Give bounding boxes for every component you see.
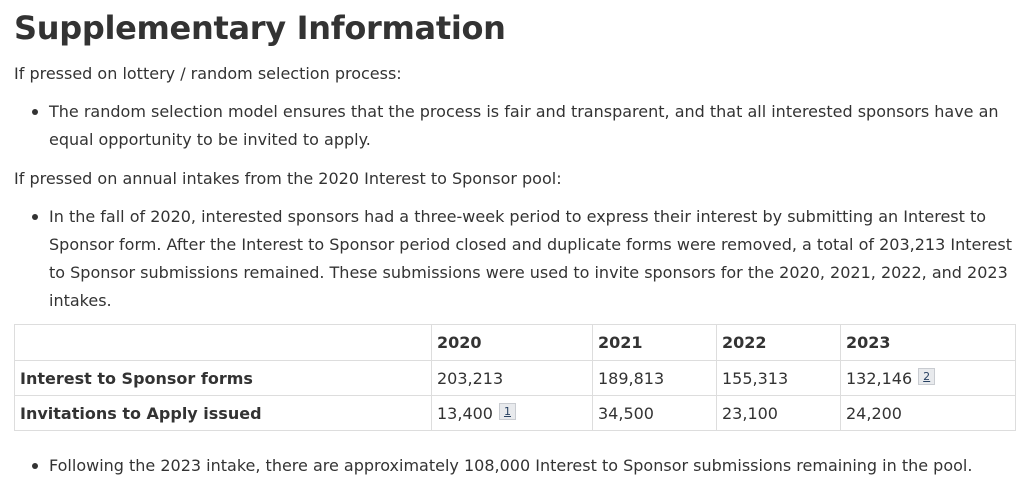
table-cell: 13,400 1 [431, 395, 593, 431]
cell-value: 203,213 [437, 368, 504, 388]
column-header-2020: 2020 [431, 324, 593, 361]
table-cell: 189,813 [592, 360, 717, 396]
table-cell: 24,200 [840, 395, 1016, 431]
table-cell: 155,313 [716, 360, 841, 396]
table-cell: 23,100 [716, 395, 841, 431]
table-cell: 34,500 [592, 395, 717, 431]
table-cell: 203,213 [431, 360, 593, 396]
list-item: In the fall of 2020, interested sponsors… [30, 203, 1015, 315]
column-header-2022: 2022 [716, 324, 841, 361]
cell-value: 132,146 [846, 369, 913, 388]
cell-value: 189,813 [598, 368, 665, 388]
row-header: Interest to Sponsor forms [14, 360, 432, 396]
column-header-2023: 2023 [840, 324, 1016, 361]
list-item: Following the 2023 intake, there are app… [30, 452, 1015, 480]
cell-value: 155,313 [722, 368, 789, 388]
section1-intro: If pressed on lottery / random selection… [14, 64, 402, 83]
cell-value: 24,200 [846, 403, 902, 423]
cell-value: 23,100 [722, 403, 778, 423]
table-row: Invitations to Apply issued 13,400 1 34,5… [14, 395, 1016, 431]
cell-value: 13,400 [437, 404, 493, 423]
footnote-link[interactable]: 2 [918, 368, 936, 385]
list-item: The random selection model ensures that … [30, 98, 1015, 154]
section2-list: In the fall of 2020, interested sponsors… [30, 203, 1015, 315]
page-title: Supplementary Information [14, 9, 506, 47]
intake-table: 2020 2021 2022 2023 Interest to Sponsor … [14, 324, 1016, 431]
section3-list: Following the 2023 intake, there are app… [30, 452, 1015, 480]
table-row: Interest to Sponsor forms 203,213 189,81… [14, 360, 1016, 396]
section1-list: The random selection model ensures that … [30, 98, 1015, 154]
section2-intro: If pressed on annual intakes from the 20… [14, 169, 562, 188]
table-header-row: 2020 2021 2022 2023 [14, 324, 1016, 361]
footnote-link[interactable]: 1 [498, 403, 516, 420]
column-header-2021: 2021 [592, 324, 717, 361]
row-header: Invitations to Apply issued [14, 395, 432, 431]
table-cell: 132,146 2 [840, 360, 1016, 396]
column-header-empty [14, 324, 432, 361]
cell-value: 34,500 [598, 403, 654, 423]
